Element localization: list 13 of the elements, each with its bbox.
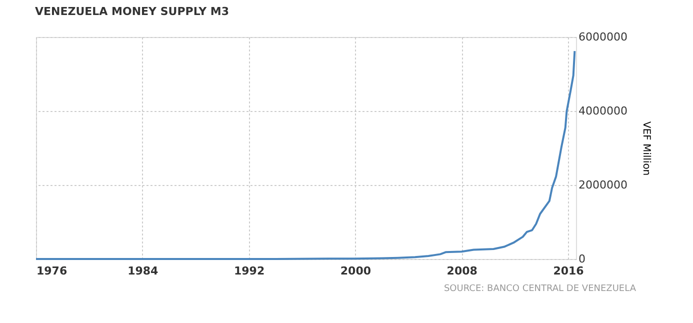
source-note: SOURCE: BANCO CENTRAL DE VENEZUELA: [444, 284, 637, 294]
y-tick-label: 6000000: [578, 30, 628, 44]
x-tick-label: 1992: [234, 264, 265, 278]
y-tick-label: 0: [578, 252, 586, 266]
x-tick-label: 1984: [128, 264, 159, 278]
x-tick-label: 2008: [446, 264, 478, 278]
y-axis-title: VEF Million: [640, 121, 652, 176]
x-tick-label: 2016: [553, 264, 584, 278]
y-tick-label: 4000000: [578, 104, 628, 118]
x-tick-label: 2000: [340, 264, 372, 278]
y-tick-label: 2000000: [578, 178, 628, 192]
x-tick-label: 1976: [36, 264, 68, 278]
chart-title: VENEZUELA MONEY SUPPLY M3: [35, 5, 230, 18]
